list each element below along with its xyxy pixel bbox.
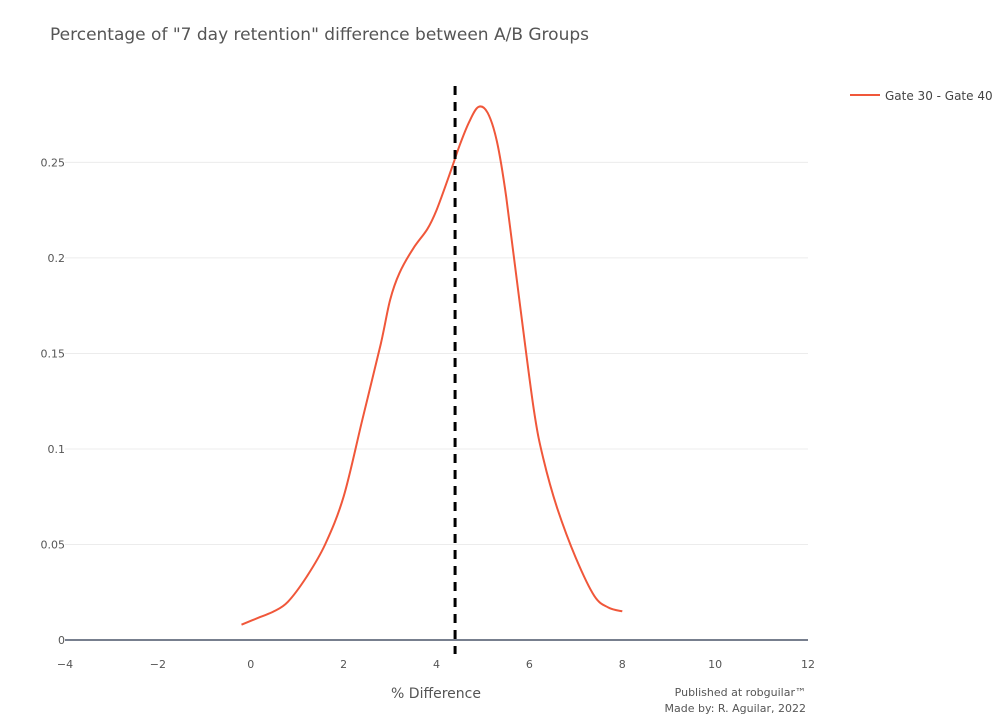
x-tick-label: −2 — [150, 658, 166, 671]
y-tick-labels: 0 0.05 0.1 0.15 0.2 0.25 — [41, 156, 66, 647]
y-tick-label: 0.05 — [41, 538, 66, 551]
x-tick-labels: −4 −2 0 2 4 6 8 10 12 — [57, 658, 815, 671]
x-tick-label: 6 — [526, 658, 533, 671]
x-tick-label: 8 — [619, 658, 626, 671]
series-line[interactable] — [241, 105, 623, 626]
x-tick-label: 10 — [708, 658, 722, 671]
y-tick-label: 0 — [58, 634, 65, 647]
x-tick-label: 4 — [433, 658, 440, 671]
chart-title: Percentage of "7 day retention" differen… — [50, 25, 589, 45]
legend-label: Gate 30 - Gate 40 — [885, 89, 993, 103]
published-annotation: Published at robguilar™ — [675, 686, 806, 699]
x-tick-label: 12 — [801, 658, 815, 671]
x-tick-label: −4 — [57, 658, 73, 671]
y-tick-label: 0.15 — [41, 347, 66, 360]
x-tick-label: 0 — [247, 658, 254, 671]
series-layer — [241, 105, 623, 626]
legend[interactable]: Gate 30 - Gate 40 — [850, 89, 993, 103]
grid — [65, 161, 808, 545]
x-axis-title: % Difference — [391, 686, 481, 702]
y-tick-label: 0.25 — [41, 156, 66, 169]
y-tick-label: 0.1 — [48, 443, 66, 456]
y-tick-label: 0.2 — [48, 252, 66, 265]
x-tick-label: 2 — [340, 658, 347, 671]
author-annotation: Made by: R. Aguilar, 2022 — [665, 702, 806, 715]
